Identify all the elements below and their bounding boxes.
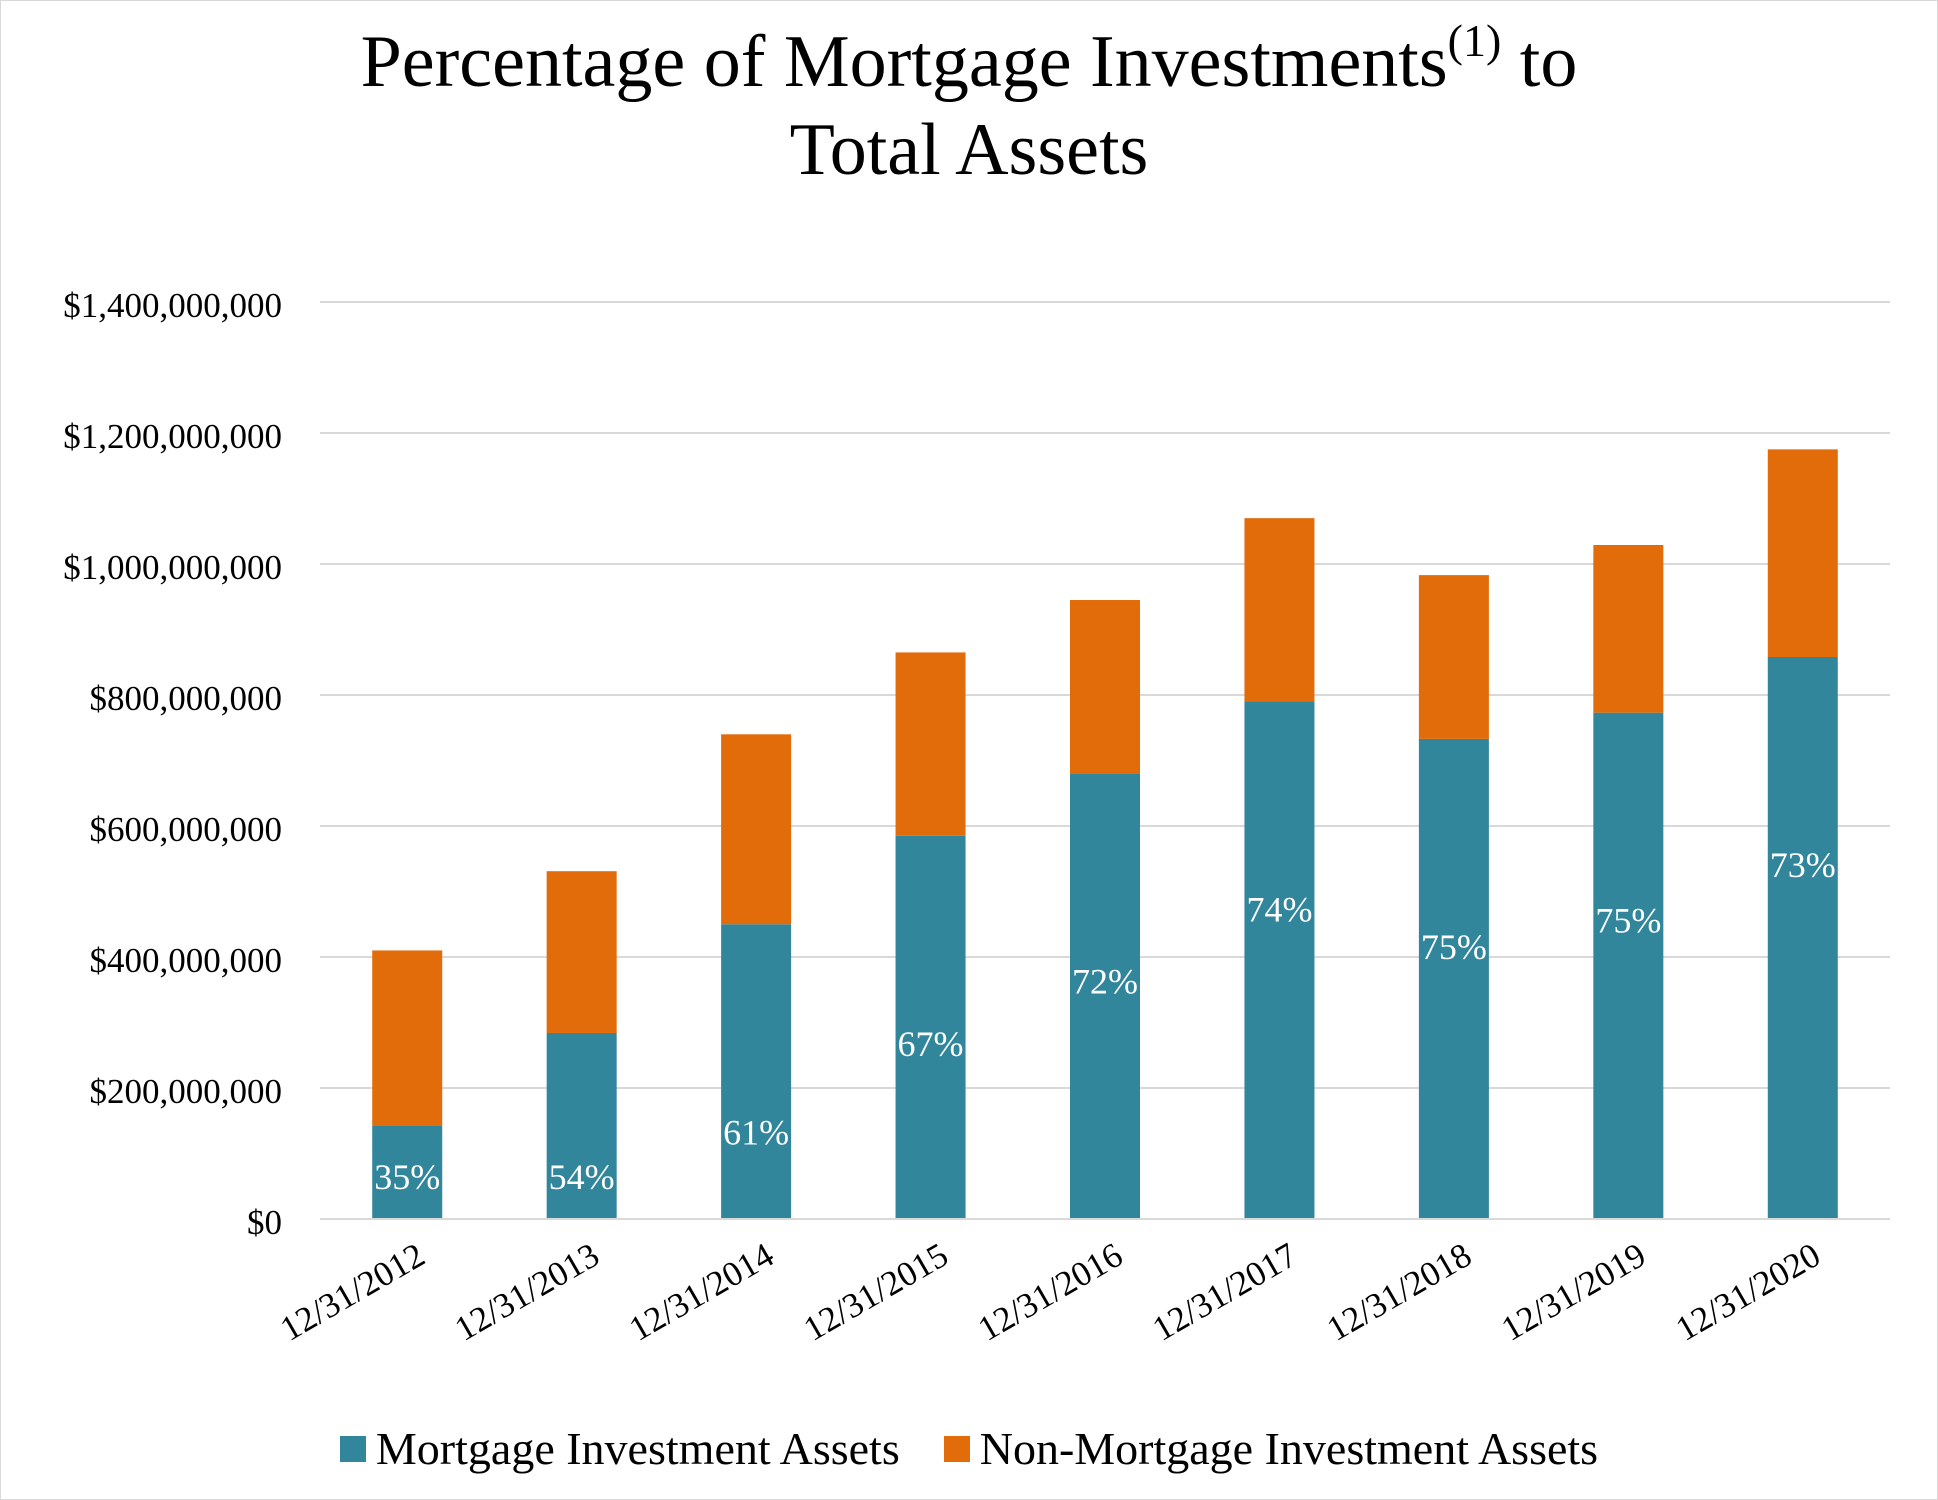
data-label: 61% xyxy=(723,1112,789,1152)
legend-label-non-mortgage: Non-Mortgage Investment Assets xyxy=(979,1423,1599,1474)
data-label: 74% xyxy=(1246,890,1312,930)
legend-swatch-mortgage xyxy=(339,1435,366,1462)
y-tick-label: $1,400,000,000 xyxy=(63,286,282,325)
y-tick-label: $800,000,000 xyxy=(90,679,283,718)
bar-mortgage xyxy=(1244,701,1315,1219)
bar-non-mortgage xyxy=(895,652,966,836)
bar-mortgage xyxy=(372,1125,443,1219)
x-tick-label: 12/31/2012 xyxy=(274,1235,432,1349)
bar-non-mortgage xyxy=(1767,449,1838,658)
legend-label-mortgage: Mortgage Investment Assets xyxy=(375,1423,900,1474)
y-tick-label: $200,000,000 xyxy=(90,1072,283,1111)
legend-item-non-mortgage: Non-Mortgage Investment Assets xyxy=(943,1422,1599,1475)
bar-mortgage xyxy=(1418,738,1489,1219)
title-footnote-marker: (1) xyxy=(1447,15,1502,66)
bar-non-mortgage xyxy=(721,734,792,925)
data-label: 75% xyxy=(1595,901,1661,941)
bar-mortgage xyxy=(1593,712,1664,1219)
x-tick-label: 12/31/2020 xyxy=(1669,1235,1827,1349)
x-tick-label: 12/31/2013 xyxy=(448,1235,606,1349)
bar-mortgage xyxy=(721,924,792,1219)
bar-non-mortgage xyxy=(1244,518,1315,702)
bar-mortgage xyxy=(1767,657,1838,1219)
data-label: 35% xyxy=(374,1157,440,1197)
bar-non-mortgage xyxy=(1593,545,1664,713)
bar-non-mortgage xyxy=(1418,575,1489,739)
data-label: 72% xyxy=(1072,962,1138,1002)
x-tick-label: 12/31/2019 xyxy=(1495,1235,1653,1349)
x-tick-label: 12/31/2017 xyxy=(1146,1235,1304,1349)
legend: Mortgage Investment Assets Non-Mortgage … xyxy=(0,1422,1938,1475)
data-label: 73% xyxy=(1770,845,1836,885)
data-label: 54% xyxy=(549,1157,615,1197)
title-line-1-text: Percentage of Mortgage Investments xyxy=(360,21,1448,103)
bar-non-mortgage xyxy=(1070,600,1140,774)
bar-non-mortgage xyxy=(372,950,443,1126)
y-tick-label: $400,000,000 xyxy=(90,941,283,980)
bar-mortgage xyxy=(1070,773,1140,1219)
y-tick-label: $0 xyxy=(247,1203,282,1242)
y-tick-label: $1,200,000,000 xyxy=(63,417,282,456)
title-line-1: Percentage of Mortgage Investments(1) to xyxy=(0,18,1938,106)
title-line-1-suffix: to xyxy=(1501,21,1578,103)
x-tick-label: 12/31/2015 xyxy=(797,1235,955,1349)
y-tick-label: $1,000,000,000 xyxy=(63,548,282,587)
legend-swatch-non-mortgage xyxy=(943,1435,970,1462)
bar-mortgage xyxy=(895,835,966,1219)
bar-mortgage xyxy=(546,1032,617,1219)
x-tick-label: 12/31/2016 xyxy=(971,1235,1129,1349)
y-tick-label: $600,000,000 xyxy=(90,810,283,849)
x-tick-label: 12/31/2014 xyxy=(623,1235,781,1349)
legend-item-mortgage: Mortgage Investment Assets xyxy=(339,1422,900,1475)
data-label: 67% xyxy=(898,1024,964,1064)
title-line-2: Total Assets xyxy=(789,109,1149,191)
chart-title: Percentage of Mortgage Investments(1) to… xyxy=(0,18,1938,194)
bar-non-mortgage xyxy=(546,871,617,1033)
data-label: 75% xyxy=(1421,927,1487,967)
x-tick-label: 12/31/2018 xyxy=(1320,1235,1478,1349)
